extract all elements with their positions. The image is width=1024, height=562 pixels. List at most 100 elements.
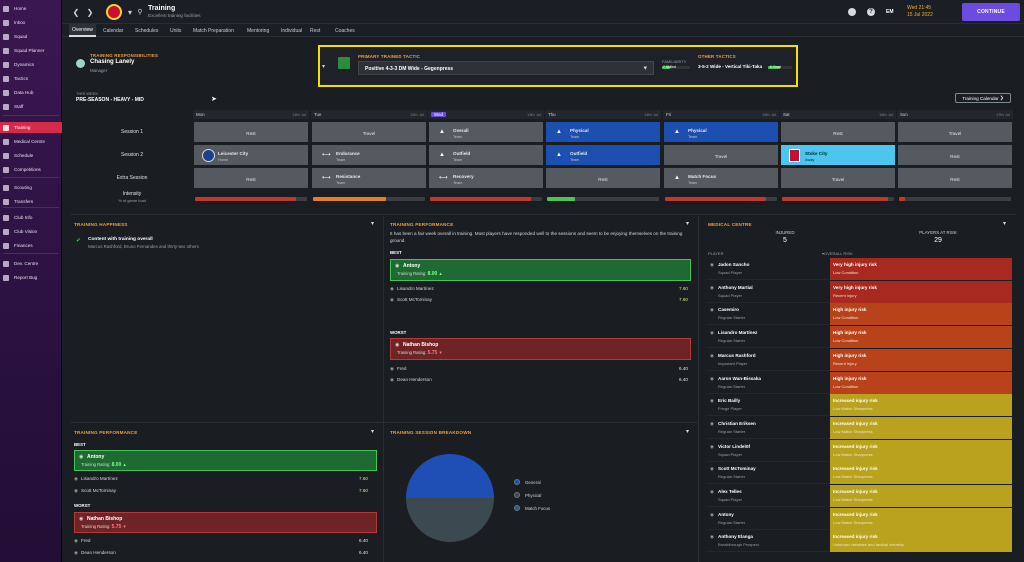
medical-row[interactable]: ◉ Scott McTominay Regular Starter Increased…: [706, 462, 1012, 485]
session-cell[interactable]: Rest: [897, 167, 1013, 189]
best-player-card[interactable]: ◉ Antony Training Rating: 8.00 ▲: [390, 259, 691, 281]
training-happiness-title[interactable]: TRAINING HAPPINESS: [74, 222, 128, 227]
player-row[interactable]: ◉ Dean Henderson: [390, 377, 688, 383]
sidebar-item-home[interactable]: Home: [0, 3, 62, 14]
sidebar-item-dev-centre[interactable]: Dev. Centre: [0, 258, 62, 269]
continue-button[interactable]: CONTINUE: [962, 3, 1020, 21]
chevron-down-icon[interactable]: ▾: [371, 429, 375, 435]
session-cell[interactable]: ▲ Outfield Team: [545, 144, 661, 166]
risk-cell[interactable]: High injury risk Low Condition: [830, 303, 1012, 326]
session-cell[interactable]: Rest: [780, 121, 896, 143]
chevron-down-icon[interactable]: ▾: [686, 429, 690, 435]
session-cell[interactable]: Stoke City Away: [780, 144, 896, 166]
world-icon[interactable]: [848, 8, 856, 16]
session-cell[interactable]: Rest: [193, 167, 309, 189]
medical-row[interactable]: ◉ Jadon Sancho Squad Player Very high injur…: [706, 258, 1012, 280]
manager-initials[interactable]: EM: [886, 9, 894, 15]
session-cell[interactable]: ⟷ Endurance Team: [311, 144, 427, 166]
medical-row[interactable]: ◉ Christian Eriksen Regular Starter Increas…: [706, 416, 1012, 439]
player-row[interactable]: ◉ Dean Henderson: [74, 550, 368, 556]
sidebar-item-squad[interactable]: Squad: [0, 31, 62, 42]
risk-cell[interactable]: Increased injury risk Low Match Sharpness: [830, 462, 1012, 485]
session-cell[interactable]: ⟷ Recovery Team: [428, 167, 544, 189]
sidebar-item-schedule[interactable]: Schedule: [0, 150, 62, 161]
sidebar-item-club-info[interactable]: Club Info: [0, 212, 62, 223]
session-cell[interactable]: ▲ Physical Team: [545, 121, 661, 143]
medical-row[interactable]: ◉ Anthony Elanga Breakthrough Prospect Incr…: [706, 530, 1012, 553]
sidebar-item-tactics[interactable]: Tactics: [0, 73, 62, 84]
worst-player-card[interactable]: ◉ Nathan Bishop Training Rating: 5.75 ▼: [390, 338, 691, 360]
sidebar-item-data-hub[interactable]: Data Hub: [0, 87, 62, 98]
session-cell[interactable]: Travel: [311, 121, 427, 143]
day-header-sat[interactable]: Sat 16th Jul: [780, 110, 896, 119]
sidebar-item-training[interactable]: Training: [0, 122, 62, 133]
session-cell[interactable]: Travel: [663, 144, 779, 166]
back-icon[interactable]: ❮: [72, 7, 80, 17]
medical-row[interactable]: ◉ Alex Telles Squad Player Increased injury…: [706, 485, 1012, 507]
player-row[interactable]: ◉ Lisandro Martínez: [390, 286, 688, 292]
player-row[interactable]: ◉ Fred: [390, 366, 688, 372]
risk-cell[interactable]: High injury risk Recent Injury: [830, 348, 1012, 371]
tab-individual[interactable]: Individual: [281, 27, 303, 34]
chevron-down-icon[interactable]: ▾: [371, 221, 375, 227]
other-tactics-title[interactable]: OTHER TACTICS: [698, 54, 736, 59]
sidebar-item-club-vision[interactable]: Club Vision: [0, 226, 62, 237]
forward-icon[interactable]: ❯: [86, 7, 94, 17]
medical-row[interactable]: ◉ Casemiro Regular Starter High injury risk…: [706, 303, 1012, 326]
tab-mentoring[interactable]: Mentoring: [247, 27, 270, 34]
tab-units[interactable]: Units: [170, 27, 182, 34]
help-icon[interactable]: ?: [867, 8, 875, 16]
session-cell[interactable]: Travel: [897, 121, 1013, 143]
day-header-thu[interactable]: Thu 14th Jul: [545, 110, 661, 119]
club-crest-icon[interactable]: [106, 4, 122, 20]
day-header-fri[interactable]: Fri 15th Jul: [663, 110, 779, 119]
primary-tactic-title[interactable]: PRIMARY TRAINED TACTIC: [358, 54, 421, 59]
session-cell[interactable]: Rest: [545, 167, 661, 189]
sidebar-item-scouting[interactable]: Scouting: [0, 182, 62, 193]
medical-row[interactable]: ◉ Victor Lindelöf Squad Player Increased in…: [706, 439, 1012, 462]
session-cell[interactable]: ▲ Outfield Team: [428, 144, 544, 166]
risk-cell[interactable]: Increased injury risk Low Match Sharpness: [830, 507, 1012, 530]
training-performance-lower-title[interactable]: TRAINING PERFORMANCE: [74, 430, 138, 435]
risk-cell[interactable]: Increased injury risk Low Match Sharpness: [830, 394, 1012, 417]
session-cell[interactable]: Travel: [780, 167, 896, 189]
training-responsibilities[interactable]: TRAINING RESPONSIBILITIES: [90, 53, 200, 58]
chevron-down-icon[interactable]: ▾: [1003, 221, 1007, 227]
day-header-tue[interactable]: Tue 12th Jul: [311, 110, 427, 119]
tab-overview[interactable]: Overview: [69, 24, 96, 37]
best-player-card[interactable]: ◉ Antony Training Rating: 8.00 ▲: [74, 450, 377, 471]
risk-cell[interactable]: Very high injury risk Recent Injury: [830, 280, 1012, 303]
medical-centre-title[interactable]: MEDICAL CENTRE: [708, 222, 752, 227]
session-cell[interactable]: Rest: [193, 121, 309, 143]
chevron-down-icon[interactable]: ▾: [686, 221, 690, 227]
player-row[interactable]: ◉ Scott McTominay: [74, 488, 368, 494]
worst-player-card[interactable]: ◉ Nathan Bishop Training Rating: 5.75 ▼: [74, 512, 377, 533]
player-row[interactable]: ◉ Lisandro Martínez: [74, 476, 368, 482]
sidebar-item-staff[interactable]: Staff: [0, 101, 62, 112]
medical-row[interactable]: ◉ Antony Regular Starter Increased injury r…: [706, 507, 1012, 530]
day-header-wed[interactable]: Wed 13th Jul: [428, 110, 544, 119]
sidebar-item-squad-planner[interactable]: Squad Planner: [0, 45, 62, 56]
training-calendar-button[interactable]: Training Calendar ❯: [955, 93, 1011, 103]
training-performance-title[interactable]: TRAINING PERFORMANCE: [390, 222, 454, 227]
medical-row[interactable]: ◉ Eric Bailly Fringe Player Increased injur…: [706, 394, 1012, 417]
risk-cell[interactable]: High injury risk Low Condition: [830, 326, 1012, 349]
session-cell[interactable]: ▲ Match Focus Team: [663, 167, 779, 189]
search-icon[interactable]: ⚲: [137, 9, 143, 16]
risk-cell[interactable]: Increased injury risk Low Match Sharpness: [830, 416, 1012, 439]
session-cell[interactable]: ▲ Overall Team: [428, 121, 544, 143]
chevron-down-icon[interactable]: ▾: [322, 64, 326, 70]
sidebar-item-transfers[interactable]: Transfers: [0, 196, 62, 207]
player-row[interactable]: ◉ Fred: [74, 538, 368, 544]
sidebar-item-dynamics[interactable]: Dynamics: [0, 59, 62, 70]
tab-match-preparation[interactable]: Match Preparation: [193, 27, 234, 34]
tab-rest[interactable]: Rest: [310, 27, 321, 34]
medical-row[interactable]: ◉ Marcus Rashford Important Player High inj…: [706, 348, 1012, 371]
column-player[interactable]: PLAYER: [708, 251, 724, 256]
tab-coaches[interactable]: Coaches: [335, 27, 355, 34]
day-header-sun[interactable]: Sun 17th Jul: [897, 110, 1013, 119]
session-breakdown-title[interactable]: TRAINING SESSION BREAKDOWN: [390, 430, 472, 435]
player-row[interactable]: ◉ Scott McTominay: [390, 297, 688, 303]
sidebar-item-report-bug[interactable]: Report Bug: [0, 272, 62, 283]
tab-calendar[interactable]: Calendar: [103, 27, 124, 34]
